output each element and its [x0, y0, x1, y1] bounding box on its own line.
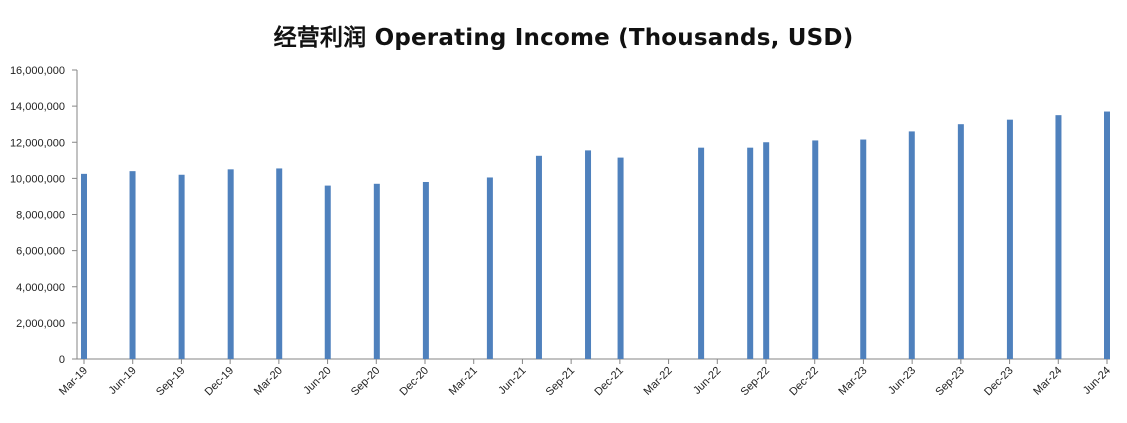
x-tick-label: Jun-22 — [691, 365, 723, 397]
x-tick-label: Mar-22 — [642, 365, 675, 398]
bar — [422, 181, 429, 359]
bar — [1104, 111, 1110, 359]
bar — [486, 177, 493, 359]
y-tick-label: 12,000,000 — [10, 137, 65, 149]
bar — [535, 155, 542, 359]
x-tick-label: Mar-23 — [836, 365, 869, 398]
bar — [747, 147, 754, 359]
bar — [1006, 119, 1013, 359]
x-tick-label: Jun-19 — [107, 365, 139, 397]
x-tick-label: Sep-22 — [739, 365, 773, 399]
x-tick-label: Sep-23 — [933, 365, 967, 399]
x-tick-label: Jun-21 — [496, 365, 528, 397]
x-tick-label: Mar-24 — [1031, 365, 1064, 398]
bar — [617, 157, 624, 359]
bar — [908, 131, 915, 359]
y-tick-label: 2,000,000 — [16, 318, 65, 330]
bar — [129, 171, 136, 359]
x-tick-label: Jun-24 — [1081, 365, 1113, 397]
x-tick-label: Mar-20 — [252, 365, 285, 398]
x-tick-label: Dec-19 — [203, 365, 237, 399]
bar — [178, 174, 185, 359]
bar — [860, 139, 867, 359]
x-tick-label: Dec-23 — [982, 365, 1016, 399]
x-axis: Mar-19 Jun-19 Sep-19 Dec-19 Mar-20 Jun-20 Sep-… — [57, 358, 1113, 399]
bar — [1055, 115, 1062, 359]
y-tick-label: 10,000,000 — [10, 173, 65, 185]
bar — [957, 124, 964, 359]
bar — [585, 150, 592, 359]
y-tick-label: 16,000,000 — [10, 65, 65, 77]
bar — [276, 168, 283, 359]
x-tick-label: Mar-19 — [57, 365, 90, 398]
y-tick-label: 6,000,000 — [16, 246, 65, 258]
x-tick-label: Dec-20 — [398, 365, 432, 399]
x-tick-label: Dec-22 — [787, 365, 821, 399]
x-tick-label: Dec-21 — [592, 365, 626, 399]
bar — [81, 173, 87, 359]
bar — [373, 183, 380, 359]
x-tick-label: Jun-20 — [301, 365, 333, 397]
x-tick-label: Sep-19 — [154, 365, 188, 399]
x-tick-label: Sep-20 — [349, 365, 383, 399]
bar — [763, 142, 770, 359]
bar — [698, 147, 705, 359]
chart-title: 经营利润 Operating Income (Thousands, USD) — [273, 25, 854, 51]
bar — [324, 185, 331, 359]
bar — [227, 169, 234, 359]
x-tick-label: Mar-21 — [447, 365, 480, 398]
y-tick-label: 4,000,000 — [16, 282, 65, 294]
y-tick-label: 0 — [59, 354, 65, 366]
bar-series — [81, 111, 1110, 359]
x-tick-label: Sep-21 — [544, 365, 578, 399]
y-tick-label: 14,000,000 — [10, 101, 65, 113]
y-tick-label: 8,000,000 — [16, 210, 65, 222]
y-axis: 0 2,000,000 4,000,000 6,000,000 8,000,000 10,… — [10, 65, 78, 366]
x-tick-label: Jun-23 — [886, 365, 918, 397]
bar — [812, 140, 819, 359]
